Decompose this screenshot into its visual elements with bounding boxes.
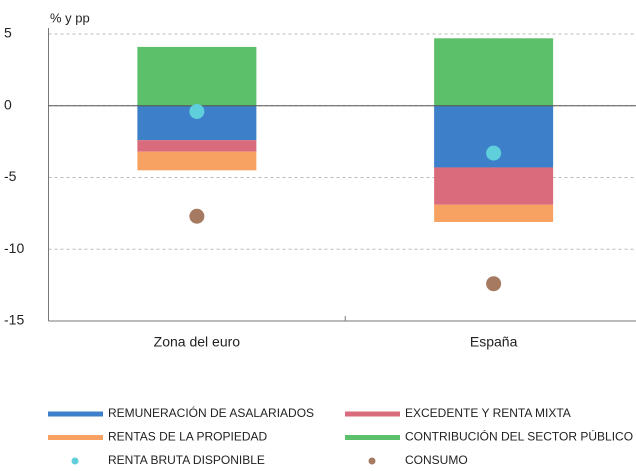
bar bbox=[137, 140, 257, 152]
point bbox=[486, 145, 502, 161]
bar bbox=[434, 38, 554, 106]
bar bbox=[137, 46, 257, 106]
y-tick-label: -15 bbox=[4, 312, 24, 328]
point bbox=[486, 276, 502, 292]
legend-swatch bbox=[48, 435, 103, 440]
legend-label: REMUNERACIÓN DE ASALARIADOS bbox=[108, 405, 314, 420]
legend-swatch bbox=[368, 457, 376, 465]
y-unit: % y pp bbox=[50, 10, 90, 25]
legend-label: RENTA BRUTA DISPONIBLE bbox=[108, 453, 265, 467]
legend-swatch bbox=[345, 411, 400, 417]
legend-label: RENTAS DE LA PROPIEDAD bbox=[108, 430, 267, 444]
bar bbox=[434, 167, 554, 205]
point bbox=[189, 103, 205, 119]
legend-label: EXCEDENTE Y RENTA MIXTA bbox=[405, 406, 571, 420]
x-tick-label: Zona del euro bbox=[154, 334, 241, 350]
legend-label: CONTRIBUCIÓN DEL SECTOR PÚBLICO (c bbox=[405, 429, 636, 444]
y-tick-label: 5 bbox=[4, 25, 12, 41]
bar bbox=[434, 204, 554, 222]
legend-swatch bbox=[71, 457, 79, 465]
y-tick-label: -5 bbox=[4, 168, 17, 184]
y-tick-label: -10 bbox=[4, 240, 24, 256]
legend-swatch bbox=[48, 411, 103, 417]
legend-swatch bbox=[345, 435, 400, 440]
x-tick-label: España bbox=[470, 334, 518, 350]
bar bbox=[137, 151, 257, 171]
y-tick-label: 0 bbox=[4, 96, 12, 112]
legend-label: CONSUMO bbox=[405, 453, 468, 467]
point bbox=[189, 208, 205, 224]
